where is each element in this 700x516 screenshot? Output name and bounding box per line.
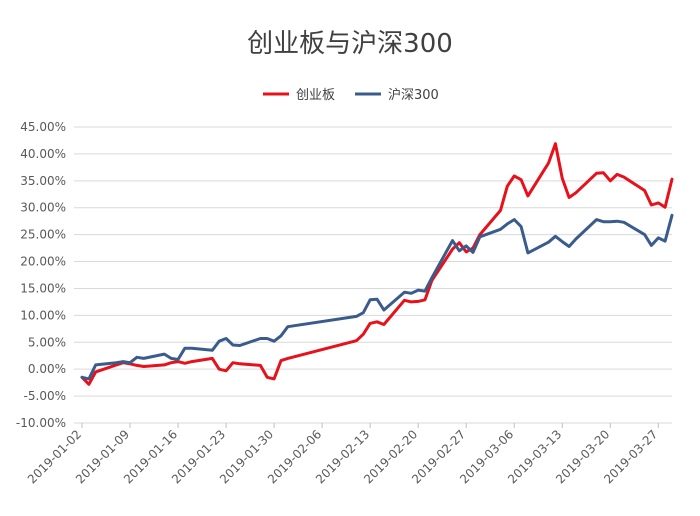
grid bbox=[74, 126, 672, 424]
y-tick-label: 35.00% bbox=[20, 174, 66, 188]
y-tick-label: 10.00% bbox=[20, 308, 66, 322]
y-tick-label: -5.00% bbox=[24, 389, 66, 403]
series-line bbox=[80, 213, 674, 381]
legend: 创业板 沪深300 bbox=[263, 87, 439, 103]
y-tick-label: 15.00% bbox=[20, 281, 66, 295]
legend-label: 创业板 bbox=[296, 88, 335, 103]
y-tick-label: 20.00% bbox=[20, 255, 66, 269]
y-tick-label: 45.00% bbox=[20, 120, 66, 134]
chart-title: 创业板与沪深300 bbox=[247, 29, 453, 59]
y-tick-label: 40.00% bbox=[20, 147, 66, 161]
y-tick-label: 5.00% bbox=[28, 335, 66, 349]
y-tick-label: 30.00% bbox=[20, 201, 66, 215]
y-axis: 45.00% 40.00% 35.00% 30.00% 25.00% 20.00% 15.0… bbox=[16, 120, 66, 430]
y-tick-label: 25.00% bbox=[20, 228, 66, 242]
y-tick-label: -10.00% bbox=[16, 416, 66, 430]
x-axis: 2019-01-022019-01-092019-01-162019-01-23… bbox=[25, 423, 660, 486]
legend-label: 沪深300 bbox=[388, 87, 439, 103]
series-line bbox=[80, 142, 674, 386]
plot-area bbox=[80, 142, 674, 386]
y-tick-label: 0.00% bbox=[28, 362, 66, 376]
